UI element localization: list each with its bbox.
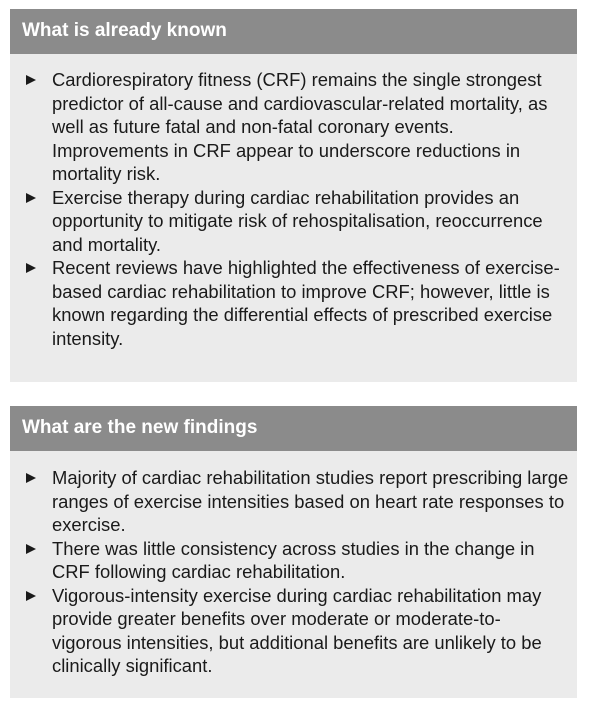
list-item: Recent reviews have highlighted the effe… bbox=[24, 256, 569, 350]
list-item-text: Exercise therapy during cardiac rehabili… bbox=[52, 186, 543, 255]
triangle-bullet-icon bbox=[26, 473, 36, 483]
known-list: Cardiorespiratory fitness (CRF) remains … bbox=[24, 68, 569, 350]
triangle-bullet-icon bbox=[26, 192, 36, 203]
triangle-bullet-icon bbox=[26, 590, 36, 601]
panel-heading: What are the new findings bbox=[10, 406, 577, 451]
list-item: Majority of cardiac rehabilitation studi… bbox=[24, 466, 569, 537]
list-item-text: Recent reviews have highlighted the effe… bbox=[52, 257, 560, 349]
triangle-bullet-icon bbox=[26, 75, 36, 85]
panel-body: Cardiorespiratory fitness (CRF) remains … bbox=[10, 54, 577, 350]
triangle-bullet-icon bbox=[26, 263, 36, 273]
list-item-text: There was little consistency across stud… bbox=[52, 537, 535, 583]
what-are-the-new-findings-panel: What are the new findings Majority of ca… bbox=[10, 406, 577, 698]
triangle-bullet-icon bbox=[26, 543, 36, 554]
list-item-text: Majority of cardiac rehabilitation studi… bbox=[52, 467, 569, 535]
list-item: Exercise therapy during cardiac rehabili… bbox=[24, 186, 569, 257]
list-item: There was little consistency across stud… bbox=[24, 537, 569, 584]
what-is-already-known-panel: What is already known Cardiorespiratory … bbox=[10, 9, 577, 382]
panel-heading: What is already known bbox=[10, 9, 577, 54]
list-item-text: Cardiorespiratory fitness (CRF) remains … bbox=[52, 69, 548, 184]
findings-list: Majority of cardiac rehabilitation studi… bbox=[24, 466, 569, 678]
list-item: Cardiorespiratory fitness (CRF) remains … bbox=[24, 68, 569, 186]
list-item: Vigorous-intensity exercise during cardi… bbox=[24, 584, 569, 678]
panel-body: Majority of cardiac rehabilitation studi… bbox=[10, 451, 577, 678]
list-item-text: Vigorous-intensity exercise during cardi… bbox=[52, 584, 542, 677]
